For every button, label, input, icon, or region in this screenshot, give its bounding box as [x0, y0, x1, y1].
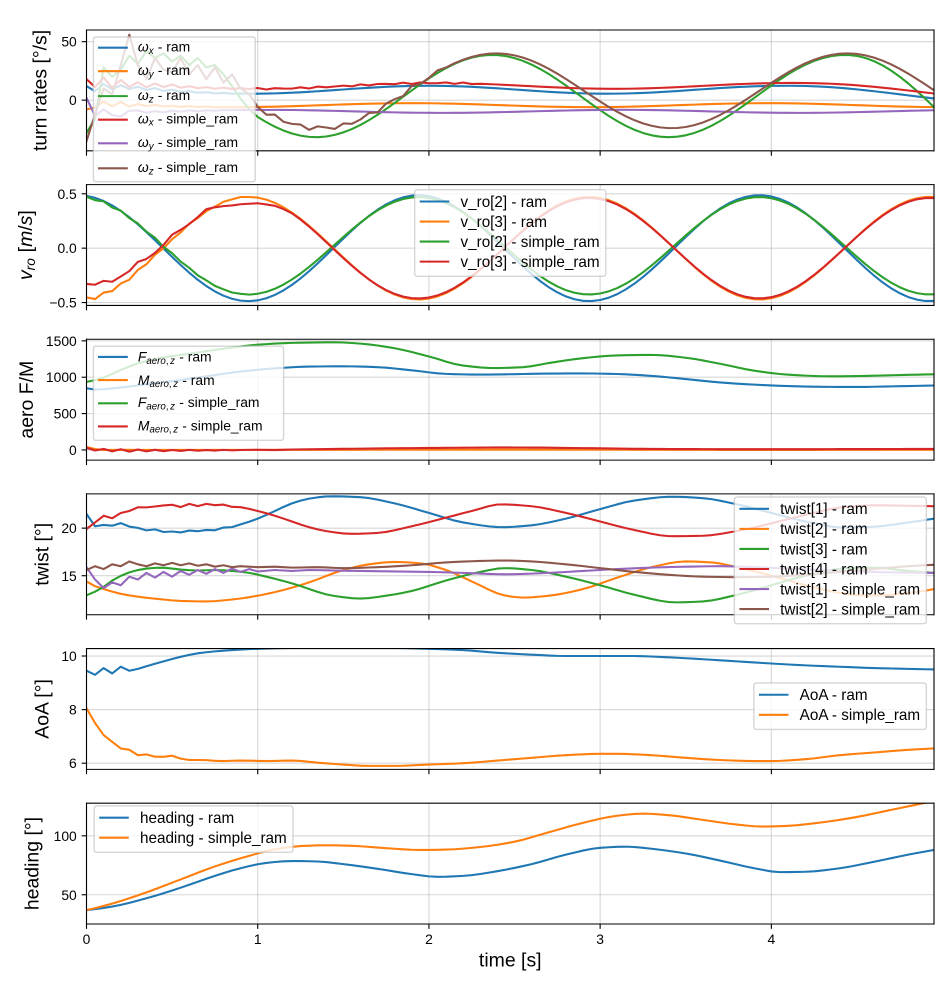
svg-text:M a e r: M a e r o z , - r a m	[138, 365, 215, 392]
svg-text:20: 20	[61, 520, 77, 536]
svg-text:twist[1] - ram: twist[1] - ram	[780, 501, 867, 518]
svg-text:twist[4] - ram: twist[4] - ram	[780, 561, 867, 578]
svg-text:ω z -: ω z - s i m p l e _ r a m	[138, 152, 252, 179]
svg-text:ω x -: ω x - r a m	[138, 32, 190, 59]
svg-text:twist[2] - ram: twist[2] - ram	[780, 521, 867, 538]
svg-text:v_ro[3] - simple_ram: v_ro[3] - simple_ram	[460, 254, 599, 271]
svg-text:v m s r: v m s r o [ / ]	[12, 209, 40, 280]
svg-text:100: 100	[54, 828, 77, 844]
svg-text:ω y -: ω y - r a m	[138, 55, 190, 82]
svg-text:8: 8	[69, 702, 77, 718]
svg-text:4: 4	[767, 931, 775, 947]
svg-text:twist[1] - simple_ram: twist[1] - simple_ram	[780, 581, 920, 598]
svg-text:heading - simple_ram: heading - simple_ram	[140, 830, 287, 847]
svg-text:M a e r: M a e r o z , - s i m p l e _ r a m	[138, 410, 280, 437]
svg-text:turn rates [°/s]: turn rates [°/s]	[30, 30, 52, 151]
svg-text:1000: 1000	[46, 369, 77, 385]
svg-text:twist [°]: twist [°]	[31, 523, 53, 586]
svg-text:0: 0	[69, 442, 77, 458]
svg-text:1: 1	[254, 931, 262, 947]
svg-text:heading [°]: heading [°]	[21, 817, 43, 910]
svg-text:−0.5: −0.5	[49, 295, 77, 311]
svg-text:500: 500	[54, 406, 77, 422]
svg-text:aero F/M: aero F/M	[16, 361, 38, 439]
svg-text:2: 2	[425, 931, 433, 947]
svg-text:1500: 1500	[46, 333, 77, 349]
svg-text:0: 0	[69, 92, 77, 108]
svg-text:ω y -: ω y - s i m p l e _ r a m	[138, 127, 238, 154]
svg-text:10: 10	[61, 648, 77, 664]
svg-text:AoA - ram: AoA - ram	[800, 687, 868, 704]
svg-text:twist[3] - ram: twist[3] - ram	[780, 541, 867, 558]
svg-text:ω z -: ω z - r a m	[138, 80, 190, 107]
svg-text:AoA - simple_ram: AoA - simple_ram	[800, 707, 920, 724]
svg-text:0.0: 0.0	[57, 240, 77, 256]
svg-text:AoA [°]: AoA [°]	[31, 679, 53, 739]
svg-text:v_ro[2] - ram: v_ro[2] - ram	[460, 194, 547, 211]
svg-text:F a e r: F a e r o z , - r a m	[138, 342, 212, 369]
svg-text:time [s]: time [s]	[479, 949, 542, 971]
svg-text:0.5: 0.5	[57, 186, 77, 202]
svg-text:v_ro[3] - ram: v_ro[3] - ram	[460, 214, 547, 231]
svg-text:15: 15	[61, 568, 77, 584]
svg-text:heading - ram: heading - ram	[140, 810, 234, 827]
svg-text:3: 3	[596, 931, 604, 947]
svg-text:6: 6	[69, 755, 77, 771]
svg-text:F a e r: F a e r o z , - s i m p l e _ r a m	[138, 387, 260, 414]
svg-text:twist[2] - simple_ram: twist[2] - simple_ram	[780, 601, 920, 618]
svg-text:0: 0	[83, 931, 91, 947]
svg-text:50: 50	[61, 34, 77, 50]
svg-text:v_ro[2] - simple_ram: v_ro[2] - simple_ram	[460, 234, 599, 251]
svg-text:50: 50	[61, 887, 77, 903]
svg-text:ω x -: ω x - s i m p l e _ r a m	[138, 104, 238, 131]
